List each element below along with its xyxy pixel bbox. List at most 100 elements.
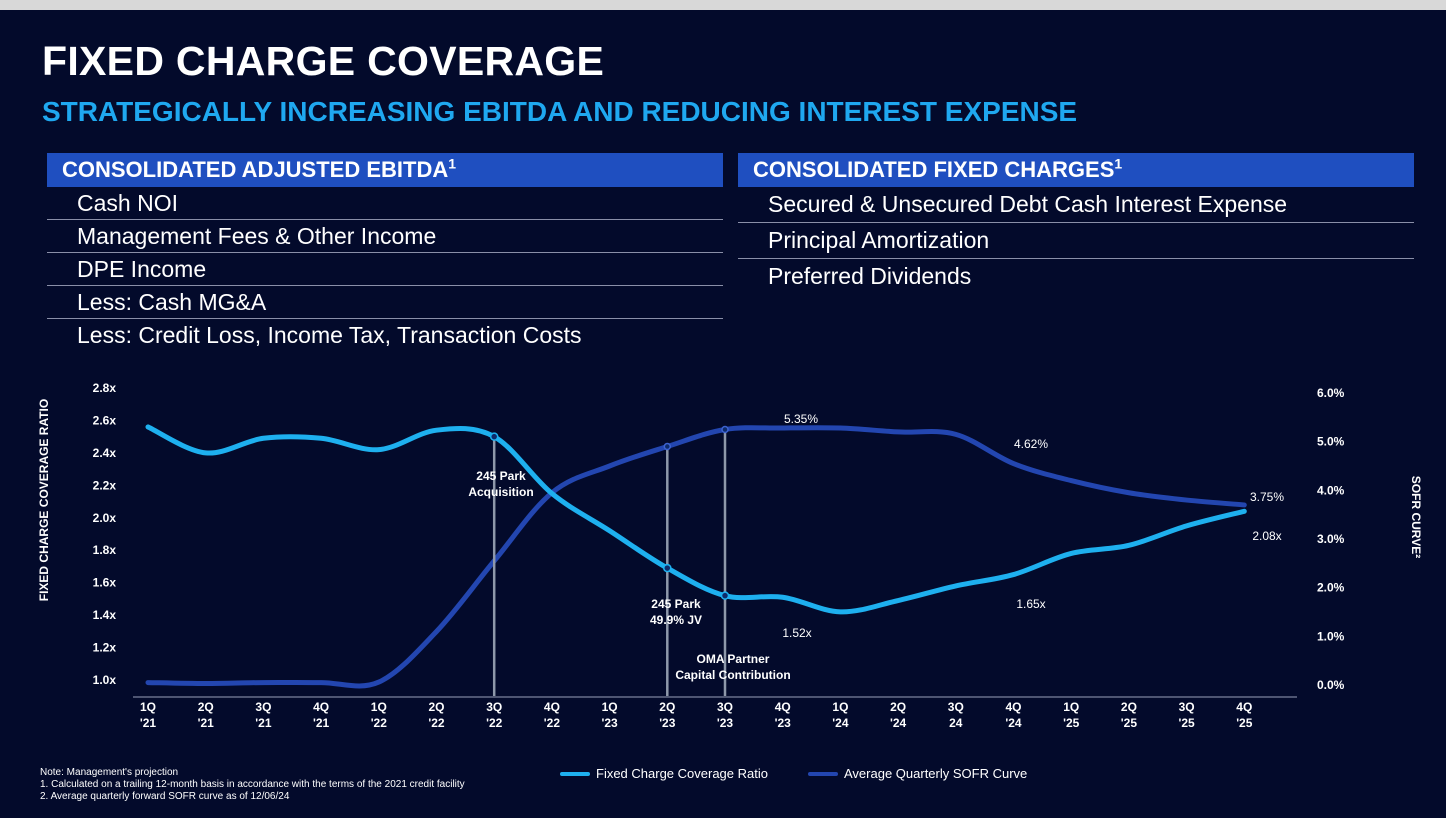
charges-footnote-mark: 1	[1114, 155, 1123, 172]
x-tick-label: 3Q	[948, 700, 964, 714]
right-axis-title: SOFR CURVE²	[1409, 476, 1423, 558]
x-tick-label: '24	[890, 716, 907, 730]
ebitda-item-cash-mga: Less: Cash MG&A	[47, 286, 723, 319]
ebitda-panel-header: CONSOLIDATED ADJUSTED EBITDA1	[47, 153, 723, 187]
event-marker-label: Capital Contribution	[675, 668, 790, 682]
legend-swatch-sofr	[808, 771, 838, 776]
right-tick-label: 3.0%	[1317, 532, 1345, 546]
x-tick-label: 4Q	[1005, 700, 1021, 714]
x-tick-label: 3Q	[1179, 700, 1195, 714]
right-tick-label: 5.0%	[1317, 435, 1345, 449]
left-tick-label: 1.2x	[93, 641, 117, 655]
left-tick-label: 1.0x	[93, 673, 117, 687]
charges-list: Secured & Unsecured Debt Cash Interest E…	[738, 187, 1414, 294]
data-label: 1.65x	[1016, 597, 1045, 611]
event-marker-point	[489, 432, 499, 441]
event-marker-label: Acquisition	[468, 485, 533, 499]
charges-item-interest-expense: Secured & Unsecured Debt Cash Interest E…	[738, 187, 1414, 223]
data-label: 1.52x	[782, 626, 811, 640]
event-marker-label: OMA Partner	[697, 652, 770, 666]
x-tick-label: 4Q	[775, 700, 791, 714]
right-tick-label: 1.0%	[1317, 629, 1345, 643]
x-tick-label: '21	[140, 716, 157, 730]
data-label: 2.08x	[1252, 529, 1281, 543]
left-tick-label: 2.8x	[93, 381, 117, 395]
x-tick-label: '24	[1005, 716, 1022, 730]
x-tick-label: 2Q	[659, 700, 675, 714]
x-tick-label: 4Q	[313, 700, 329, 714]
x-tick-label: '25	[1121, 716, 1138, 730]
note-management-projection: Note: Management's projection	[40, 767, 179, 778]
left-tick-label: 2.4x	[93, 446, 117, 460]
x-tick-label: '25	[1063, 716, 1080, 730]
event-marker-point	[720, 591, 730, 600]
charges-header-text: CONSOLIDATED FIXED CHARGES	[753, 157, 1115, 182]
x-tick-label: '21	[313, 716, 330, 730]
right-tick-label: 4.0%	[1317, 483, 1345, 497]
left-tick-label: 2.0x	[93, 511, 117, 525]
x-tick-label: '21	[255, 716, 272, 730]
left-tick-label: 2.6x	[93, 413, 117, 427]
ebitda-header-text: CONSOLIDATED ADJUSTED EBITDA	[62, 157, 449, 182]
x-tick-label: 4Q	[544, 700, 560, 714]
sofr-curve-line	[145, 425, 1247, 689]
legend-label-sofr: Average Quarterly SOFR Curve	[844, 766, 1028, 781]
x-tick-label: 3Q	[486, 700, 502, 714]
data-label: 3.75%	[1250, 490, 1284, 504]
x-tick-label: 4Q	[1236, 700, 1252, 714]
page-subtitle: STRATEGICALLY INCREASING EBITDA AND REDU…	[42, 96, 1078, 127]
x-tick-label: '23	[601, 716, 618, 730]
charges-item-principal-amortization: Principal Amortization	[738, 223, 1414, 259]
footnotes: Note: Management's projection 1. Calcula…	[40, 767, 465, 803]
page-title: FIXED CHARGE COVERAGE	[42, 38, 605, 84]
x-tick-label: 2Q	[890, 700, 906, 714]
x-tick-label: 1Q	[832, 700, 848, 714]
ebitda-list: Cash NOI Management Fees & Other Income …	[47, 187, 723, 351]
ebitda-panel: CONSOLIDATED ADJUSTED EBITDA1 Cash NOI M…	[47, 153, 723, 351]
event-marker-label: 245 Park	[476, 469, 526, 483]
legend-item-ratio: Fixed Charge Coverage Ratio	[560, 766, 768, 781]
x-tick-label: '25	[1178, 716, 1195, 730]
x-tick-label: 3Q	[717, 700, 733, 714]
event-marker-label: 49.9% JV	[650, 613, 702, 627]
note-sofr-curve: 2. Average quarterly forward SOFR curve …	[40, 791, 290, 802]
x-tick-label: '23	[775, 716, 792, 730]
x-tick-label: 1Q	[140, 700, 156, 714]
x-tick-label: 2Q	[428, 700, 444, 714]
event-marker-point	[663, 563, 672, 573]
event-marker-point	[721, 425, 729, 434]
x-tick-label: 3Q	[255, 700, 271, 714]
ebitda-item-credit-loss: Less: Credit Loss, Income Tax, Transacti…	[77, 322, 582, 348]
right-tick-label: 0.0%	[1317, 678, 1345, 692]
charges-panel: CONSOLIDATED FIXED CHARGES1 Secured & Un…	[738, 153, 1414, 294]
ebitda-item-dpe-income: DPE Income	[47, 253, 723, 286]
data-label: 4.62%	[1014, 437, 1048, 451]
left-tick-label: 2.2x	[93, 478, 117, 492]
x-tick-label: '22	[544, 716, 561, 730]
legend-label-ratio: Fixed Charge Coverage Ratio	[596, 766, 768, 781]
x-tick-label: 1Q	[602, 700, 618, 714]
charges-panel-header: CONSOLIDATED FIXED CHARGES1	[738, 153, 1414, 187]
charges-item-preferred-dividends: Preferred Dividends	[768, 263, 972, 289]
x-tick-label: 1Q	[371, 700, 387, 714]
x-tick-label: '23	[717, 716, 734, 730]
note-trailing-basis: 1. Calculated on a trailing 12-month bas…	[40, 779, 465, 790]
coverage-ratio-line	[145, 424, 1247, 615]
x-tick-label: '22	[371, 716, 388, 730]
x-tick-label: 24	[949, 716, 963, 730]
x-tick-label: 2Q	[198, 700, 214, 714]
event-marker-point	[663, 442, 672, 451]
left-tick-label: 1.6x	[93, 576, 117, 590]
left-tick-label: 1.8x	[93, 543, 117, 557]
right-tick-label: 6.0%	[1317, 386, 1345, 400]
top-border	[0, 0, 1446, 10]
legend-swatch-ratio	[560, 771, 590, 776]
x-tick-label: 2Q	[1121, 700, 1137, 714]
right-tick-label: 2.0%	[1317, 581, 1345, 595]
ebitda-item-management-fees: Management Fees & Other Income	[47, 220, 723, 253]
data-label: 5.35%	[784, 412, 818, 426]
x-tick-label: '25	[1236, 716, 1253, 730]
left-tick-label: 1.4x	[93, 608, 117, 622]
x-tick-label: '24	[832, 716, 849, 730]
ebitda-footnote-mark: 1	[448, 155, 457, 172]
